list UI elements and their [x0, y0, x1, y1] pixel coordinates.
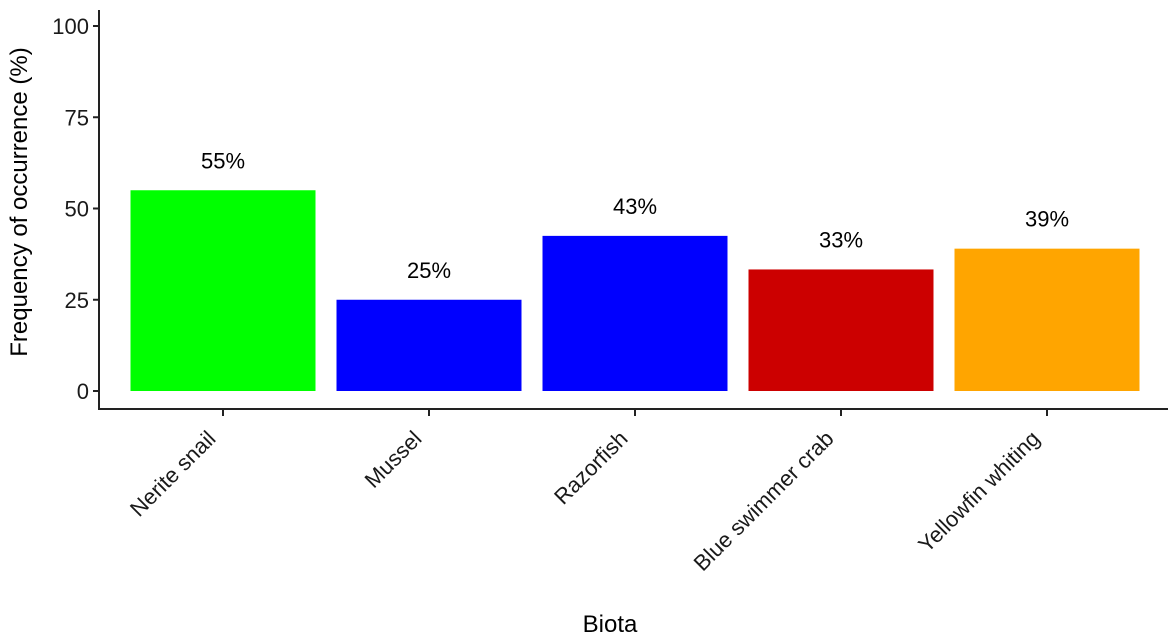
bar: [954, 248, 1140, 391]
x-tick-label: Blue swimmer crab: [689, 426, 839, 576]
bar: [336, 299, 522, 391]
y-tick-label: 75: [65, 105, 89, 130]
y-tick-label: 100: [52, 14, 89, 39]
bar: [130, 190, 316, 391]
x-tick-label: Nerite snail: [125, 426, 220, 521]
bar-value-label: 25%: [407, 258, 451, 283]
x-axis-title: Biota: [583, 611, 638, 638]
bar-value-label: 43%: [613, 194, 657, 219]
y-tick-label: 50: [65, 197, 89, 222]
data-labels: 55% 25% 43% 33% 39%: [201, 148, 1069, 283]
bar: [542, 235, 728, 391]
y-tick-label: 25: [65, 288, 89, 313]
bar-value-label: 55%: [201, 148, 245, 173]
x-tick-label: Razorfish: [549, 426, 632, 509]
y-tick-label: 0: [77, 379, 89, 404]
y-axis-title: Frequency of occurrence (%): [6, 47, 33, 356]
bar-value-label: 39%: [1025, 207, 1069, 232]
bars: [130, 190, 1140, 391]
x-tick-label: Mussel: [360, 426, 427, 493]
bar-value-label: 33%: [819, 227, 863, 252]
x-ticks: Nerite snail Mussel Razorfish Blue swimmer …: [125, 409, 1048, 576]
y-ticks: 0 25 50 75 100: [52, 14, 99, 404]
x-tick-label: Yellowfin whiting: [913, 426, 1044, 557]
bar: [748, 269, 934, 391]
